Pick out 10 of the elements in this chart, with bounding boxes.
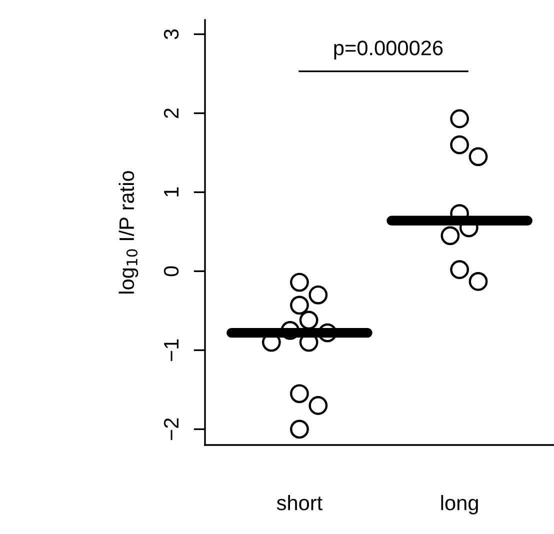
x-tick-label: short xyxy=(276,495,322,510)
y-tick-label: 3 xyxy=(164,29,179,40)
x-tick-label: long xyxy=(441,495,478,514)
y-tick-label: 1 xyxy=(164,187,178,196)
y-tick-label: 2 xyxy=(164,108,178,118)
y-tick-label: −2 xyxy=(164,418,178,440)
annotation: p=0.000026 xyxy=(334,40,443,60)
y-tick-label: −1 xyxy=(164,339,178,362)
y-tick-label: 0 xyxy=(164,266,179,276)
y-axis-title: log$_{10}$ I/P ratio xyxy=(118,171,138,294)
